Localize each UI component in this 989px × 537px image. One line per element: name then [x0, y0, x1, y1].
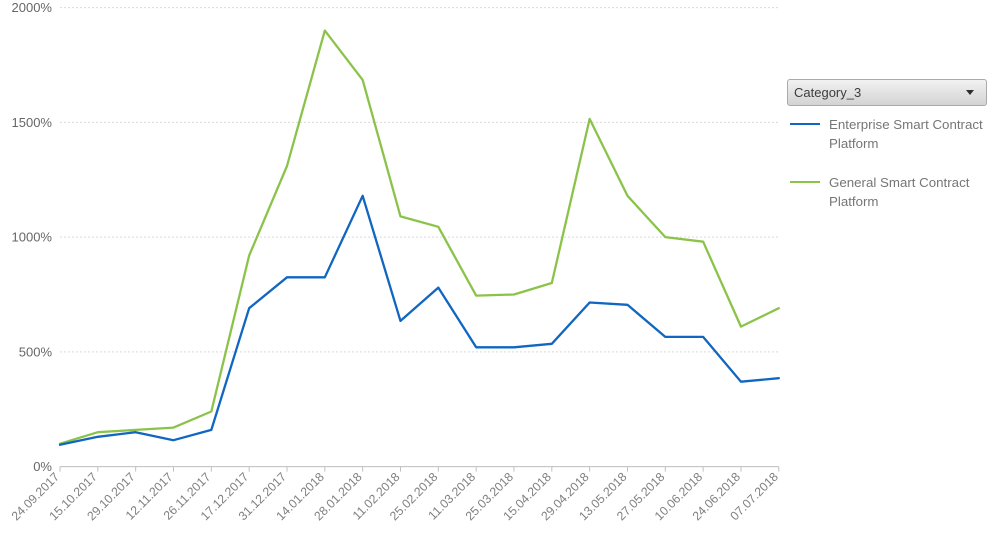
svg-text:1000%: 1000%	[12, 230, 53, 245]
svg-text:500%: 500%	[19, 344, 53, 359]
svg-text:2000%: 2000%	[12, 0, 53, 15]
svg-text:1500%: 1500%	[12, 115, 53, 130]
